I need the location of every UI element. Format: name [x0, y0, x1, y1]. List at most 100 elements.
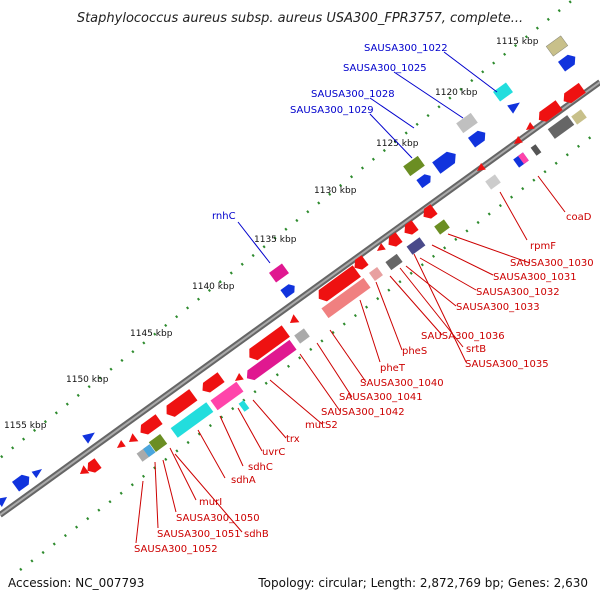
gene-feature	[148, 434, 168, 452]
gene-feature	[432, 151, 456, 174]
tick-label: 1130 kbp	[314, 186, 357, 196]
gene-label: SAUSA300_1033	[456, 302, 540, 313]
blue-leader-lines	[237, 51, 498, 264]
gene-feature	[31, 469, 43, 479]
gene-feature	[0, 497, 8, 507]
gene-feature	[545, 35, 569, 57]
gc-dots-inner	[19, 129, 600, 571]
gene-feature	[82, 432, 95, 444]
gc-dots-outer	[0, 0, 575, 460]
gene-feature	[571, 109, 587, 125]
gene-label: pheT	[380, 363, 406, 374]
gene-feature	[388, 232, 403, 247]
gene-feature	[12, 474, 30, 492]
gene-feature	[210, 381, 244, 411]
gene-label: SAUSA300_1042	[321, 407, 405, 418]
gene-feature	[456, 112, 478, 134]
gene-feature	[385, 253, 403, 271]
tick-label: 1145 kbp	[130, 329, 173, 339]
gene-feature	[525, 122, 535, 130]
gene-label: srtB	[466, 344, 486, 355]
gene-feature	[202, 372, 225, 393]
gene-feature	[563, 82, 586, 104]
gene-label: SAUSA300_1040	[360, 378, 444, 389]
gene-feature	[476, 163, 486, 171]
gene-label: SAUSA300_1031	[493, 272, 577, 283]
tick-label: 1125 kbp	[376, 139, 419, 149]
blue-labels: SAUSA300_1022 SAUSA300_1025 SAUSA300_102…	[212, 43, 448, 222]
gene-feature	[513, 136, 523, 144]
gene-label: uvrC	[262, 447, 285, 458]
gene-feature	[116, 440, 126, 448]
gene-feature	[485, 174, 501, 190]
gene-label: SAUSA300_1030	[510, 258, 594, 269]
map-title: Staphylococcus aureus subsp. aureus USA3…	[77, 11, 523, 26]
gene-feature	[246, 339, 297, 381]
gene-label: trx	[286, 434, 300, 445]
gene-label: rnhC	[212, 211, 236, 222]
tick-label: 1135 kbp	[254, 235, 297, 245]
tick-label: 1115 kbp	[496, 37, 539, 47]
gene-label: pheS	[402, 346, 427, 357]
gene-label: murI	[199, 497, 222, 508]
red-leader-lines	[135, 175, 566, 544]
gene-label: SAUSA300_1022	[364, 43, 448, 54]
gene-label: sdhB	[244, 529, 269, 540]
gene-feature	[269, 263, 289, 283]
gene-label: SAUSA300_1032	[476, 287, 560, 298]
gene-label: mutS2	[305, 420, 338, 431]
gene-label: SAUSA300_1025	[343, 63, 427, 74]
gene-feature	[87, 458, 102, 473]
genome-backbone	[0, 79, 600, 518]
reverse-genes	[79, 82, 587, 474]
gene-feature	[434, 219, 450, 235]
gene-label: SAUSA300_1029	[290, 105, 374, 116]
gene-feature	[143, 444, 156, 458]
gene-feature	[518, 152, 529, 165]
gene-feature	[376, 243, 386, 251]
gene-label: SAUSA300_1028	[311, 89, 395, 100]
gene-feature	[234, 373, 244, 381]
gene-feature	[166, 389, 198, 417]
gene-feature	[280, 284, 295, 299]
gene-feature	[468, 130, 486, 148]
gene-label: SAUSA300_1052	[134, 544, 218, 555]
gene-label: sdhC	[248, 462, 273, 473]
gene-feature	[128, 433, 139, 442]
gene-feature	[140, 414, 163, 435]
gene-feature	[79, 465, 90, 474]
gene-feature	[493, 82, 513, 102]
topology-text: Topology: circular; Length: 2,872,769 bp…	[257, 576, 588, 590]
gene-label: SAUSA300_1036	[421, 331, 505, 342]
gene-feature	[403, 155, 425, 177]
gene-label: SAUSA300_1050	[176, 513, 260, 524]
gene-feature	[404, 220, 419, 235]
gene-feature	[170, 402, 214, 438]
gene-feature	[289, 314, 300, 323]
accession-text: Accession: NC_007793	[8, 576, 144, 590]
gene-label: SAUSA300_1041	[339, 392, 423, 403]
tick-label: 1150 kbp	[66, 375, 109, 385]
tick-label: 1155 kbp	[4, 421, 47, 431]
forward-genes	[0, 35, 576, 507]
gene-feature	[369, 267, 383, 281]
gene-feature	[249, 325, 290, 361]
gene-feature	[238, 400, 250, 412]
gene-label: coaD	[566, 212, 592, 223]
gene-feature	[547, 115, 575, 139]
red-labels: coaD rpmF SAUSA300_1030 SAUSA300_1031 SA…	[134, 212, 594, 555]
tick-label: 1140 kbp	[192, 282, 235, 292]
gene-feature	[538, 100, 563, 122]
gene-label: rpmF	[530, 241, 556, 252]
gene-label: SAUSA300_1051	[157, 529, 241, 540]
gene-feature	[558, 54, 576, 72]
gene-feature	[423, 204, 438, 219]
gene-feature	[406, 237, 426, 255]
gene-feature	[507, 102, 520, 114]
gene-feature	[321, 277, 371, 319]
gene-feature	[416, 174, 431, 189]
gene-label: SAUSA300_1035	[465, 359, 549, 370]
tick-label: 1120 kbp	[435, 88, 478, 98]
